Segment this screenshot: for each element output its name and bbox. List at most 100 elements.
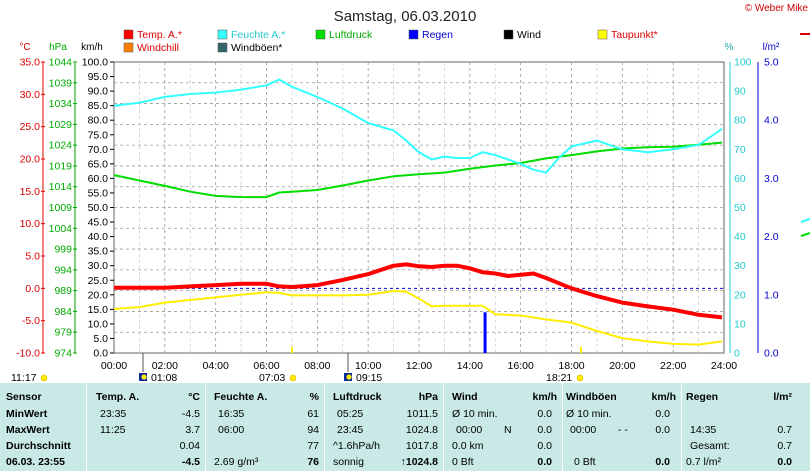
temp-max-time: 11:25	[100, 424, 126, 436]
stats-table: Sensor MinWert MaxWert Durchschnitt 06.0…	[0, 383, 810, 471]
legend-label: Regen	[422, 29, 453, 41]
y-tick-label: 65.0	[88, 158, 109, 170]
y-tick-label: 95.0	[88, 71, 109, 83]
hum-max-val: 94	[307, 424, 319, 436]
y-tick-label: 0.0	[93, 348, 108, 360]
gust-max-val: 0.0	[655, 424, 670, 436]
y-tick-label: 1044	[49, 57, 73, 69]
pct-tick-label: 0	[734, 348, 740, 360]
gust-max-time: 00:00	[570, 424, 597, 436]
y-tick-label: 989	[54, 285, 72, 297]
y-tick-label: 1024	[49, 140, 73, 152]
rain-day-label: 0.7 l/m²	[686, 456, 722, 468]
x-tick-label: 14:00	[457, 360, 483, 372]
rain-bar	[483, 312, 487, 353]
legend-label: Luftdruck	[329, 29, 373, 41]
hum-unit-cell: %	[309, 391, 319, 403]
col-separator	[324, 383, 325, 471]
y-tick-label: 5.0	[25, 251, 40, 263]
legend: Temp. A.* Feuchte A.* Luftdruck Regen Wind Ta…	[123, 29, 658, 54]
rain-last-val: 0.7	[777, 424, 792, 436]
y-tick-label: 45.0	[88, 217, 109, 229]
y-tick-label: 40.0	[88, 231, 109, 243]
temp-unit-cell: °C	[188, 391, 200, 403]
hpa-unit: hPa	[49, 42, 67, 53]
temp-now-val: -4.5	[181, 456, 200, 468]
y-tick-label: 35.0	[20, 57, 41, 69]
y-tick-label: 90.0	[88, 86, 109, 98]
y-tick-label: 30.0	[20, 89, 41, 101]
neighbor-clip-line-cyan	[800, 218, 810, 223]
y-tick-label: 1019	[49, 160, 73, 172]
pct-tick-label: 80	[734, 115, 746, 127]
pct-tick-label: 60	[734, 173, 746, 185]
legend-label: Feuchte A.*	[231, 29, 285, 41]
press-trend-label: ^1.6hPa/h	[333, 440, 380, 452]
sunrise-left-time: 11:17	[11, 372, 37, 383]
gust-avg-val: 0.0	[655, 408, 670, 420]
pct-unit: %	[725, 42, 734, 53]
y-tick-label: 85.0	[88, 100, 109, 112]
legend-label: Wind	[517, 29, 541, 41]
wind-max-time: 00:00	[456, 424, 483, 436]
rain-tick-label: 3.0	[764, 173, 779, 185]
y-tick-label: 1009	[49, 202, 73, 214]
y-tick-label: 1004	[49, 223, 73, 235]
gust-head: Windböen	[566, 391, 617, 403]
moon2-time: 09:15	[356, 372, 382, 383]
temp-min-val: -4.5	[181, 408, 200, 420]
series-line-feuchte-a	[113, 78, 723, 174]
rain-unit: l/m²	[763, 42, 780, 53]
y-tick-label: 1029	[49, 119, 73, 131]
y-tick-label: 10.0	[20, 218, 41, 230]
moon-icon-crescent	[346, 374, 352, 380]
copyright-text: © Weber Mike	[745, 3, 809, 14]
series-line-luftdruck	[113, 141, 723, 199]
y-tick-label: 974	[54, 348, 72, 360]
rain-tick-label: 0.0	[764, 348, 779, 360]
pct-tick-label: 10	[734, 318, 746, 330]
rain-tick-label: 1.0	[764, 289, 779, 301]
x-tick-label: 20:00	[609, 360, 635, 372]
y-tick-label: 35.0	[88, 246, 109, 258]
rain-total-val: 0.7	[777, 440, 792, 452]
sun-icon	[40, 374, 48, 382]
wind-head: Wind	[452, 391, 478, 403]
col-separator	[86, 383, 87, 471]
y-tick-label: 20.0	[20, 154, 41, 166]
y-tick-label: 50.0	[88, 202, 109, 214]
x-tick-label: 02:00	[152, 360, 178, 372]
y-tick-label: 30.0	[88, 260, 109, 272]
x-tick-label: 18:00	[558, 360, 584, 372]
sun-moon-marks: 11:17 01:08 07:03 09:15 18:21	[11, 347, 584, 383]
moon-icon-crescent	[141, 374, 147, 380]
y-tick-label: 1039	[49, 77, 73, 89]
legend-label: Windböen*	[231, 42, 282, 54]
hum-avg-val: 77	[307, 440, 319, 452]
y-tick-label: 60.0	[88, 173, 109, 185]
x-tick-label: 22:00	[660, 360, 686, 372]
gust-now-val: 0.0	[655, 456, 670, 468]
x-tick-label: 24:00	[711, 360, 737, 372]
pct-tick-label: 100	[734, 57, 752, 69]
sun-icon	[289, 374, 297, 382]
x-tick-label: 10:00	[355, 360, 381, 372]
col-separator	[443, 383, 444, 471]
sensor-head: Sensor	[6, 391, 42, 403]
wind-avg-val: 0.0	[537, 408, 552, 420]
press-max-val: 1024.8	[405, 424, 438, 436]
press-now-val: ↑1024.8	[400, 456, 438, 468]
rain-tick-label: 4.0	[764, 115, 779, 127]
rain-total-label: Gesamt:	[690, 440, 730, 452]
moon1-time: 01:08	[151, 372, 177, 383]
press-forecast-label: sonnig	[333, 456, 364, 468]
y-tick-label: 1034	[49, 98, 73, 110]
wind-unit-cell: km/h	[532, 391, 557, 403]
hum-min-val: 61	[307, 408, 319, 420]
y-axes: 35.0 30.0 25.0 20.0 15.0 10.0 5.0 0.0 -5.0 -10.0 1…	[16, 57, 779, 360]
temp-max-val: 3.7	[185, 424, 200, 436]
series-lines	[113, 78, 724, 353]
y-tick-label: 55.0	[88, 187, 109, 199]
legend-label: Taupunkt*	[611, 29, 658, 41]
hum-now-val: 76	[307, 456, 319, 468]
